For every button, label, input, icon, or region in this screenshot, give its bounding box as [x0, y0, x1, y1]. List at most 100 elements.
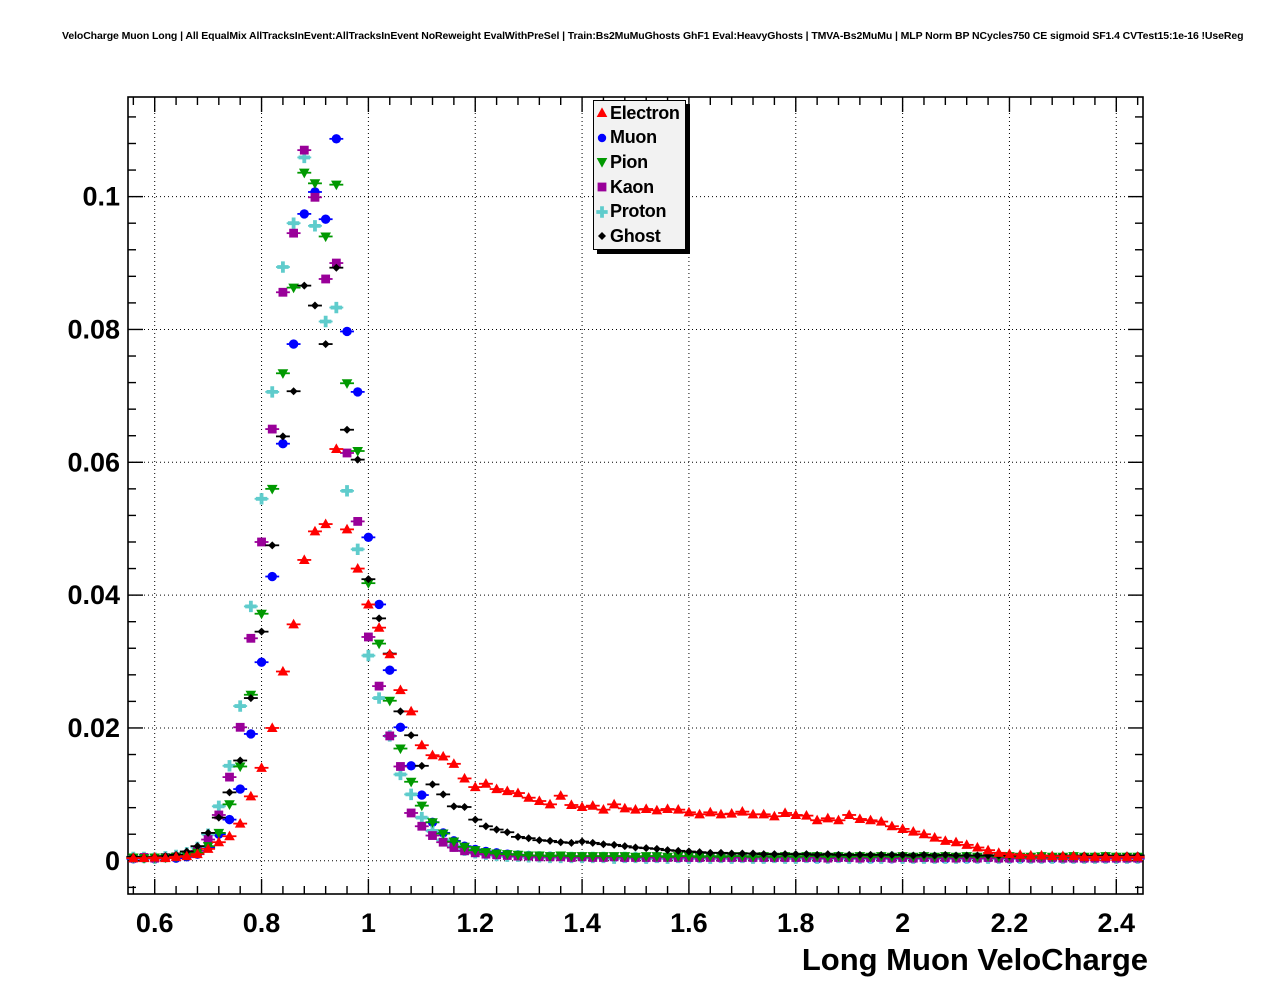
marker-kaon [235, 722, 245, 732]
marker-ghost [567, 838, 576, 847]
marker-kaon [203, 835, 213, 844]
marker-electron [907, 825, 919, 836]
marker-electron [950, 836, 962, 847]
marker-electron [1110, 851, 1122, 861]
marker-ghost [268, 541, 277, 550]
marker-pion [598, 852, 609, 862]
legend-label: Electron [610, 102, 680, 123]
marker-ghost [396, 707, 405, 716]
y-tick-label: 0.06 [67, 447, 120, 477]
marker-electron [972, 841, 983, 852]
y-tick-label: 0.08 [67, 314, 120, 344]
marker-ghost [887, 850, 896, 859]
marker-pion [266, 484, 278, 495]
marker-electron [138, 852, 150, 863]
y-tick-label: 0.1 [82, 182, 120, 212]
marker-electron [448, 758, 460, 768]
marker-pion [576, 852, 588, 862]
marker-pion [672, 852, 684, 862]
marker-ghost [749, 849, 758, 858]
x-tick-label: 2.2 [991, 908, 1029, 938]
marker-electron [608, 798, 620, 809]
marker-pion [640, 852, 652, 862]
marker-ghost [909, 851, 918, 860]
legend-box: Electron Muon Pion Kaon Proton Ghost [593, 100, 686, 250]
marker-electron [341, 523, 353, 534]
marker-proton [352, 543, 364, 555]
marker-pion [662, 852, 673, 863]
marker-electron [416, 739, 428, 750]
marker-muon [406, 761, 416, 771]
marker-ghost [631, 843, 640, 852]
marker-proton [245, 600, 257, 613]
marker-ghost [919, 850, 928, 859]
series-kaon [126, 145, 1145, 863]
marker-ghost [695, 848, 704, 857]
series-ghost [126, 263, 1145, 862]
marker-ghost [300, 281, 309, 290]
marker-muon [417, 790, 427, 800]
marker-ghost [973, 851, 982, 860]
marker-electron [1089, 851, 1101, 861]
marker-electron [352, 562, 364, 573]
marker-ghost [610, 840, 619, 849]
marker-proton [405, 788, 417, 801]
marker-electron [886, 820, 898, 831]
marker-ghost [684, 847, 693, 856]
marker-electron [651, 804, 663, 815]
marker-kaon [310, 192, 320, 202]
marker-ghost [503, 828, 512, 837]
marker-electron [256, 762, 267, 772]
marker-electron [694, 808, 705, 819]
marker-electron [598, 804, 609, 814]
marker-proton [319, 315, 332, 328]
marker-electron [672, 804, 684, 814]
marker-pion [544, 852, 556, 862]
marker-ghost [877, 850, 886, 859]
marker-electron [801, 810, 812, 820]
marker-ghost [962, 851, 971, 860]
marker-electron [982, 844, 994, 855]
marker-muon [395, 722, 406, 732]
marker-ghost [332, 263, 341, 272]
marker-electron [683, 806, 695, 817]
marker-ghost [642, 844, 651, 853]
marker-pion [341, 379, 353, 389]
marker-electron [843, 809, 855, 819]
marker-electron [395, 684, 406, 695]
marker-pion [523, 851, 534, 862]
marker-electron [833, 814, 844, 825]
marker-electron [501, 785, 513, 796]
marker-kaon [299, 145, 309, 155]
marker-ghost [759, 850, 768, 859]
marker-proton [223, 760, 236, 772]
marker-electron [790, 809, 802, 819]
marker-electron [405, 705, 417, 716]
marker-ghost [578, 837, 587, 846]
marker-electron [779, 807, 791, 818]
marker-electron [373, 622, 385, 632]
marker-muon [235, 784, 245, 794]
series-electron [126, 443, 1145, 863]
marker-electron [245, 790, 257, 801]
plot-frame [127, 96, 1144, 895]
marker-electron [320, 518, 331, 529]
marker-electron [170, 851, 182, 861]
marker-pion [694, 852, 705, 863]
marker-electron [213, 836, 225, 847]
marker-electron [865, 814, 876, 825]
marker-proton [287, 217, 300, 229]
marker-ghost [546, 836, 555, 845]
marker-electron [929, 831, 940, 842]
marker-ghost [898, 850, 907, 859]
marker-electron [288, 618, 299, 629]
marker-kaon [278, 287, 288, 297]
marker-electron [566, 799, 577, 810]
marker-ghost [727, 849, 736, 858]
marker-pion [683, 852, 695, 862]
marker-muon [353, 387, 363, 397]
x-tick-label: 0.8 [243, 908, 281, 938]
marker-pion [747, 852, 759, 863]
